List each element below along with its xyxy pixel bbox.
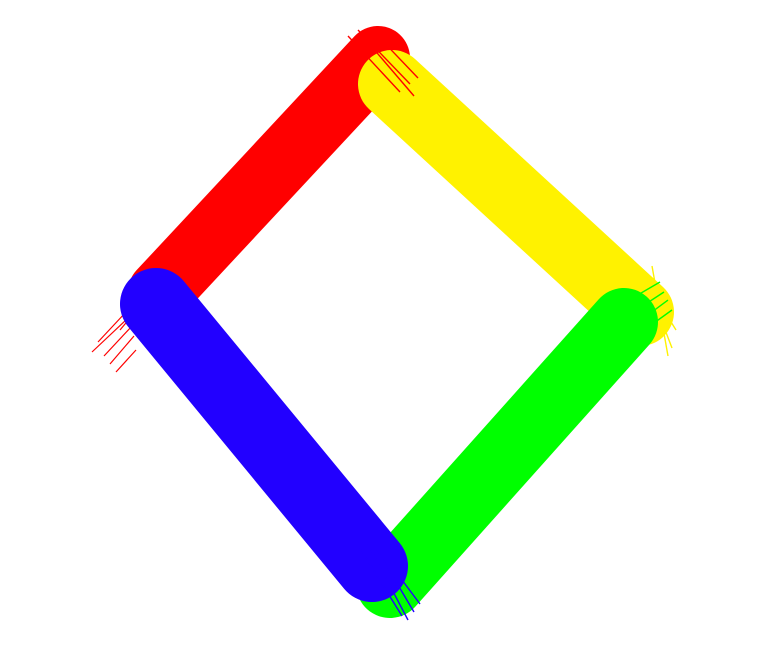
red-brush-stroke bbox=[91, 26, 410, 373]
green-brush-stroke bbox=[356, 281, 673, 618]
blue-brush-stroke bbox=[120, 268, 421, 621]
yellow-brush-stroke bbox=[347, 29, 677, 357]
